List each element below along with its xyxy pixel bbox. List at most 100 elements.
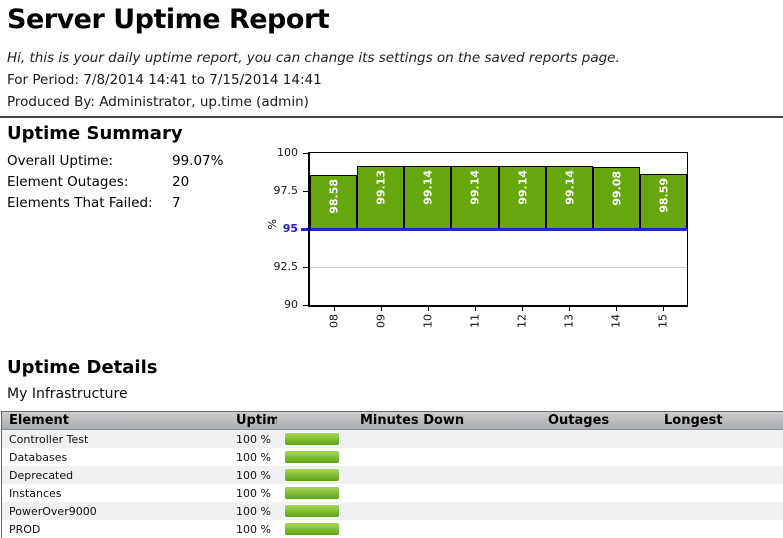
chart-x-tick	[616, 307, 617, 311]
chart-x-tick-label: 08	[327, 314, 341, 328]
chart-x-tick-label: 11	[468, 314, 482, 328]
summary-value: 20	[172, 173, 190, 190]
uptime-bar	[285, 505, 339, 517]
chart-x-tick	[334, 307, 335, 311]
header-divider	[0, 116, 783, 118]
uptime-summary-heading: Uptime Summary	[7, 123, 183, 144]
chart-x-tick	[522, 307, 523, 311]
chart-bar: 99.13	[357, 166, 404, 229]
chart-bar-value-label: 98.59	[657, 178, 670, 213]
table-row: Instances 100 %	[2, 484, 783, 502]
uptime-value-cell: 100 %	[236, 522, 271, 536]
report-greeting: Hi, this is your daily uptime report, yo…	[7, 50, 620, 66]
element-name-cell: PROD	[9, 522, 41, 536]
chart-bar: 98.58	[310, 175, 357, 229]
element-name-cell: PowerOver9000	[9, 504, 97, 518]
chart-x-tick	[428, 307, 429, 311]
chart-bar-value-label: 98.58	[327, 179, 340, 214]
uptime-bar-cell	[277, 433, 353, 445]
chart-y-tick-label: 90	[284, 298, 298, 311]
summary-row: Overall Uptime: 99.07%	[7, 150, 223, 171]
chart-x-tick-label: 12	[515, 314, 529, 328]
chart-bar: 99.08	[593, 167, 640, 229]
element-name-cell: Deprecated	[9, 468, 74, 482]
summary-row: Elements That Failed: 7	[7, 192, 223, 213]
table-row: PowerOver9000 100 %	[2, 502, 783, 520]
chart-bar: 99.14	[546, 166, 593, 229]
chart-x-tick	[475, 307, 476, 311]
uptime-bar	[285, 451, 339, 463]
element-name-cell: Databases	[9, 450, 68, 464]
uptime-value-cell: 100 %	[236, 432, 271, 446]
chart-y-tick-label: 97.5	[273, 184, 299, 197]
chart-y-tick-label: 92.5	[273, 260, 299, 273]
report-produced-by: Produced By: Administrator, up.time (adm…	[7, 94, 309, 110]
uptime-bar	[285, 433, 339, 445]
uptime-value-cell: 100 %	[236, 504, 271, 518]
chart-x-tick	[569, 307, 570, 311]
chart-x-tick-label: 14	[609, 314, 623, 328]
summary-value: 99.07%	[172, 152, 224, 169]
uptime-value-cell: 100 %	[236, 468, 271, 482]
chart-bar: 99.14	[451, 166, 499, 229]
chart-bar-value-label: 99.14	[563, 170, 576, 205]
table-row: Deprecated 100 %	[2, 466, 783, 484]
report-page: { "report": { "title": "Server Uptime Re…	[0, 4, 783, 538]
summary-label: Overall Uptime:	[7, 152, 114, 169]
chart-y-tick	[303, 305, 308, 306]
element-name-cell: Instances	[9, 486, 62, 500]
uptime-value-cell: 100 %	[236, 486, 271, 500]
table-body: Controller Test 100 % Databases 100 % Deprec…	[2, 430, 783, 538]
chart-bar-value-label: 99.08	[610, 171, 623, 206]
uptime-bar-cell	[277, 469, 353, 481]
summary-row: Element Outages: 20	[7, 171, 223, 192]
table-header-cell: Minutes Down	[360, 413, 465, 428]
table-header-cell: Longest	[664, 413, 723, 428]
uptime-bar	[285, 523, 339, 535]
chart-gridline	[310, 267, 687, 268]
uptime-details-heading: Uptime Details	[7, 357, 158, 378]
chart-y-tick-label: 100	[277, 146, 298, 159]
table-header-row: Element Uptime Minutes Down Outages Longest	[2, 412, 783, 430]
summary-label: Element Outages:	[7, 173, 129, 190]
summary-rows: Overall Uptime: 99.07% Element Outages: 20 E…	[7, 150, 223, 213]
chart-x-tick-label: 13	[562, 314, 576, 328]
uptime-bar-chart: % 90 92.5 95 97.5 100 98.58 08 99.13 09 99.14 10 99…	[266, 146, 688, 328]
summary-label: Elements That Failed:	[7, 194, 153, 211]
uptime-bar-cell	[277, 523, 353, 535]
chart-bar-value-label: 99.14	[516, 170, 529, 205]
chart-bar-value-label: 99.14	[421, 170, 434, 205]
chart-bar: 99.14	[499, 166, 546, 229]
chart-x-tick-label: 10	[421, 314, 435, 328]
chart-bar: 99.14	[404, 166, 451, 229]
chart-y-tick	[303, 267, 308, 268]
chart-y-tick	[303, 191, 308, 192]
report-period: For Period: 7/8/2014 14:41 to 7/15/2014 …	[7, 72, 322, 88]
uptime-value-cell: 100 %	[236, 450, 271, 464]
element-name-cell: Controller Test	[9, 432, 89, 446]
uptime-bar	[285, 469, 339, 481]
table-row: Controller Test 100 %	[2, 430, 783, 448]
table-header-cell: Outages	[548, 413, 610, 428]
page-title: Server Uptime Report	[7, 4, 330, 35]
table-header-cell: Element	[9, 413, 69, 428]
uptime-bar-cell	[277, 505, 353, 517]
table-row: Databases 100 %	[2, 448, 783, 466]
infrastructure-group-label: My Infrastructure	[7, 386, 128, 402]
chart-x-tick	[381, 307, 382, 311]
chart-y-tick-label: 95	[282, 222, 298, 235]
chart-bar: 98.59	[640, 174, 687, 229]
uptime-bar-cell	[277, 487, 353, 499]
chart-x-tick-label: 15	[656, 314, 670, 328]
chart-x-tick	[663, 307, 664, 311]
table-header-cell: Uptime	[236, 413, 277, 428]
chart-bar-value-label: 99.14	[468, 170, 482, 205]
uptime-details-table: ElementUptimeMinutes DownOutagesLongest …	[1, 411, 783, 538]
chart-threshold-line	[301, 228, 687, 231]
summary-value: 7	[172, 194, 181, 211]
uptime-bar-cell	[277, 451, 353, 463]
chart-y-tick	[303, 153, 308, 154]
chart-x-tick-label: 09	[374, 314, 388, 328]
chart-bar-value-label: 99.13	[374, 170, 387, 205]
uptime-bar	[285, 487, 339, 499]
